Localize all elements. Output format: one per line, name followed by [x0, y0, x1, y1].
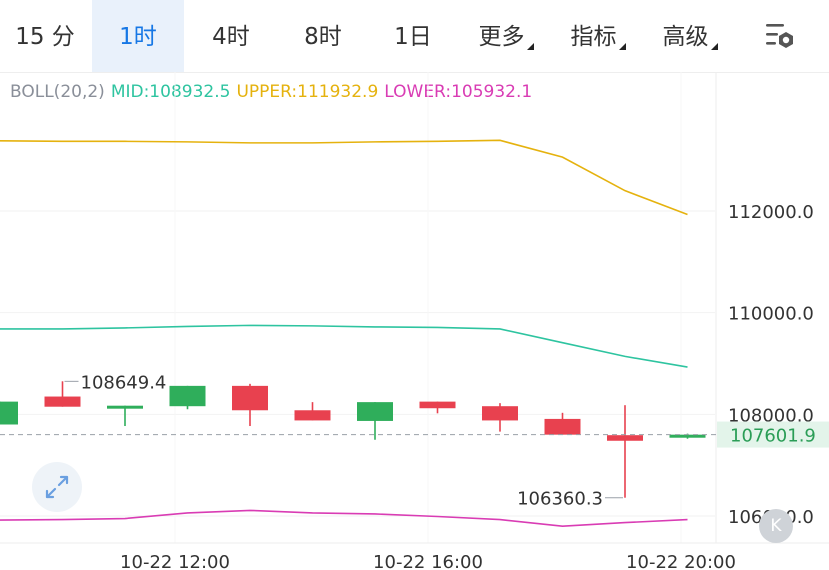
- dropdown-caret-icon: [710, 43, 718, 50]
- tab-indicators-label: 指标: [570, 24, 617, 50]
- candle-body: [544, 418, 581, 435]
- y-tick-label: 112000.0: [728, 202, 814, 223]
- tab-8h[interactable]: 8时: [304, 24, 342, 50]
- candle-body: [44, 396, 81, 407]
- tab-1d[interactable]: 1日: [394, 24, 432, 50]
- boll-upper-line: [0, 139, 688, 216]
- chart-settings-button[interactable]: [760, 18, 800, 54]
- candle-body: [232, 385, 268, 411]
- boll-indicator-legend: BOLL(20,2) MID:108932.5 UPPER:111932.9 LOWE…: [10, 82, 538, 102]
- boll-mid-line: [0, 324, 688, 368]
- min-price-label: 106360.3: [517, 489, 603, 510]
- tab-15min[interactable]: 15 分: [15, 24, 75, 50]
- candlestick-chart[interactable]: 108649.4 106360.3 112000.0 110000.0 108000.0…: [0, 72, 829, 570]
- settings-sliders-icon: [766, 24, 793, 48]
- candle-body: [419, 401, 456, 409]
- candle-body: [607, 435, 643, 441]
- candle-body: [0, 401, 18, 425]
- boll-name: BOLL(20,2): [10, 82, 105, 102]
- current-price-label: 107601.9: [730, 426, 816, 447]
- boll-mid-value: MID:108932.5: [110, 82, 231, 102]
- candle-body: [107, 405, 143, 409]
- current-price-tag: [717, 421, 829, 448]
- tab-advanced-label: 高级: [662, 24, 709, 50]
- candle-body: [669, 434, 706, 438]
- candle-body: [357, 402, 393, 421]
- dropdown-caret-icon: [526, 43, 534, 50]
- x-tick-label: 10-22 16:00: [373, 552, 483, 570]
- x-tick-label: 10-22 12:00: [120, 552, 230, 570]
- boll-lower-value: LOWER:105932.1: [384, 82, 533, 102]
- expand-chart-button[interactable]: [32, 462, 82, 512]
- y-tick-label: 110000.0: [728, 304, 814, 325]
- boll-lower-line: [0, 509, 688, 527]
- tab-1h[interactable]: 1时: [92, 0, 184, 72]
- max-price-label: 108649.4: [81, 372, 167, 393]
- timeframe-tabbar: 15 分 1时 4时 8时 1日 更多 指标 高级: [0, 0, 829, 73]
- expand-icon: [45, 475, 69, 499]
- tab-advanced[interactable]: 高级: [648, 0, 732, 72]
- tab-indicators[interactable]: 指标: [556, 0, 640, 72]
- tab-more-label: 更多: [478, 24, 525, 50]
- candle-body: [482, 406, 518, 421]
- candle-body: [169, 385, 206, 407]
- x-tick-label: 10-22 20:00: [626, 552, 736, 570]
- boll-upper-value: UPPER:111932.9: [236, 82, 379, 102]
- candle-body: [294, 410, 331, 421]
- tab-4h[interactable]: 4时: [212, 24, 250, 50]
- y-tick-label: 108000.0: [728, 405, 814, 426]
- dropdown-caret-icon: [618, 43, 626, 50]
- tab-more[interactable]: 更多: [464, 0, 548, 72]
- k-logo-button[interactable]: K: [759, 509, 793, 543]
